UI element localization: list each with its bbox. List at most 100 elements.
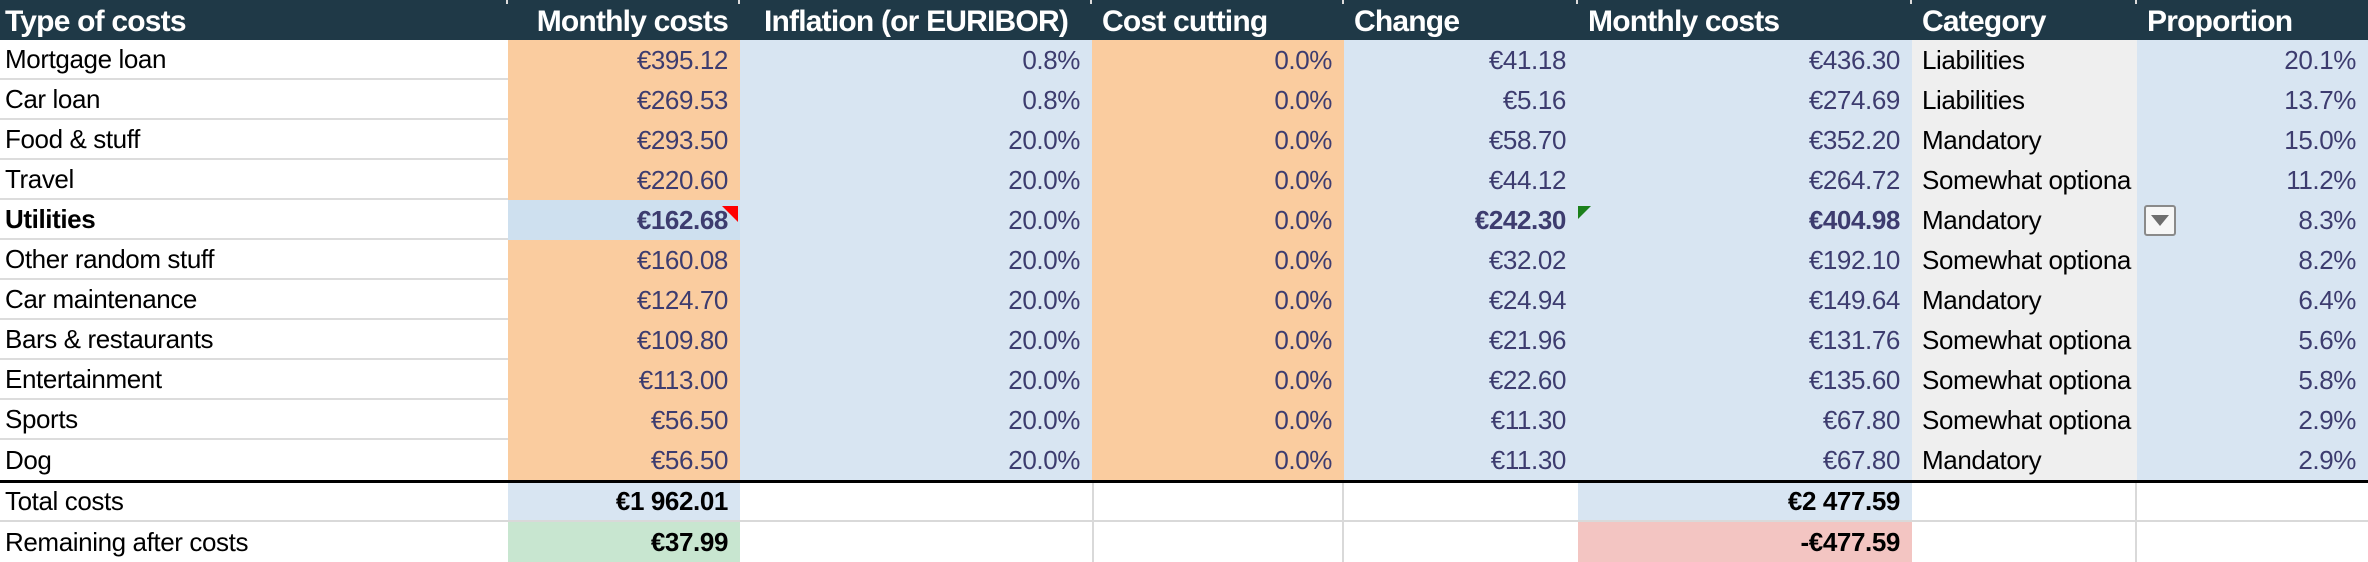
cell-remaining-category[interactable]	[1912, 522, 2137, 562]
cell-change[interactable]: €242.30	[1344, 200, 1578, 240]
cell-inflation[interactable]: 20.0%	[740, 400, 1092, 440]
cell-monthly-costs[interactable]: €162.68	[508, 200, 740, 240]
header-monthly-costs[interactable]: Monthly costs	[536, 5, 729, 38]
cell-type[interactable]: Mortgage loan	[0, 40, 508, 80]
cell-change[interactable]: €32.02	[1344, 240, 1578, 280]
cell-category[interactable]: Mandatory	[1912, 440, 2137, 480]
cell-total-cost-cutting[interactable]	[1092, 483, 1344, 522]
cell-monthly-costs[interactable]: €160.08	[508, 240, 740, 280]
cell-cost-cutting[interactable]: 0.0%	[1092, 360, 1344, 400]
cell-cost-cutting[interactable]: 0.0%	[1092, 200, 1344, 240]
cell-category[interactable]: Liabilities	[1912, 40, 2137, 80]
cell-change[interactable]: €11.30	[1344, 400, 1578, 440]
cell-remaining-change[interactable]	[1344, 522, 1578, 562]
cell-monthly-costs-after[interactable]: €192.10	[1578, 240, 1912, 280]
cell-inflation[interactable]: 0.8%	[740, 40, 1092, 80]
cell-monthly-costs-after[interactable]: €131.76	[1578, 320, 1912, 360]
cell-change[interactable]: €24.94	[1344, 280, 1578, 320]
cell-remaining-label[interactable]: Remaining after costs	[5, 526, 249, 557]
category-dropdown-button[interactable]	[2144, 205, 2176, 236]
cell-cost-cutting[interactable]: 0.0%	[1092, 120, 1344, 160]
cell-inflation[interactable]: 20.0%	[740, 120, 1092, 160]
cell-inflation[interactable]: 20.0%	[740, 200, 1092, 240]
cell-category[interactable]: Somewhat optiona	[1912, 320, 2137, 360]
cell-proportion[interactable]: 11.2%	[2137, 160, 2368, 200]
cell-change[interactable]: €22.60	[1344, 360, 1578, 400]
cell-change[interactable]: €41.18	[1344, 40, 1578, 80]
cell-monthly-costs-after[interactable]: €149.64	[1578, 280, 1912, 320]
cell-proportion[interactable]: 5.8%	[2137, 360, 2368, 400]
cell-proportion[interactable]: 15.0%	[2137, 120, 2368, 160]
cell-monthly-costs-after[interactable]: €135.60	[1578, 360, 1912, 400]
cell-total-inflation[interactable]	[740, 483, 1092, 522]
cell-remaining-cost-cutting[interactable]	[1092, 522, 1344, 562]
cell-monthly-costs[interactable]: €56.50	[508, 440, 740, 480]
cell-remaining-monthly-costs-2[interactable]: -€477.59	[1578, 522, 1912, 562]
cell-monthly-costs-after[interactable]: €436.30	[1578, 40, 1912, 80]
header-inflation[interactable]: Inflation (or EURIBOR)	[763, 5, 1069, 38]
cell-monthly-costs-after[interactable]: €67.80	[1578, 400, 1912, 440]
cell-proportion[interactable]: 8.2%	[2137, 240, 2368, 280]
cell-inflation[interactable]: 20.0%	[740, 440, 1092, 480]
cell-cost-cutting[interactable]: 0.0%	[1092, 440, 1344, 480]
cell-monthly-costs[interactable]: €113.00	[508, 360, 740, 400]
cell-cost-cutting[interactable]: 0.0%	[1092, 240, 1344, 280]
cell-monthly-costs[interactable]: €109.80	[508, 320, 740, 360]
cell-category[interactable]: Somewhat optiona	[1912, 400, 2137, 440]
header-cost-cutting[interactable]: Cost cutting	[1102, 5, 1268, 38]
cell-cost-cutting[interactable]: 0.0%	[1092, 280, 1344, 320]
cell-proportion[interactable]: 20.1%	[2137, 40, 2368, 80]
cell-inflation[interactable]: 20.0%	[740, 360, 1092, 400]
cell-type[interactable]: Car loan	[0, 80, 508, 120]
cell-type[interactable]: Sports	[0, 400, 508, 440]
cell-monthly-costs-after[interactable]: €274.69	[1578, 80, 1912, 120]
cell-category[interactable]: Mandatory	[1912, 120, 2137, 160]
header-category[interactable]: Category	[1922, 5, 2046, 38]
cell-change[interactable]: €11.30	[1344, 440, 1578, 480]
cell-monthly-costs[interactable]: €269.53	[508, 80, 740, 120]
cell-inflation[interactable]: 0.8%	[740, 80, 1092, 120]
cell-monthly-costs[interactable]: €293.50	[508, 120, 740, 160]
header-type-of-costs[interactable]: Type of costs	[5, 5, 187, 38]
cell-type[interactable]: Bars & restaurants	[0, 320, 508, 360]
cell-monthly-costs-after[interactable]: €404.98	[1578, 200, 1912, 240]
cell-monthly-costs-after[interactable]: €67.80	[1578, 440, 1912, 480]
cell-cost-cutting[interactable]: 0.0%	[1092, 400, 1344, 440]
cell-total-category[interactable]	[1912, 483, 2137, 522]
cell-change[interactable]: €58.70	[1344, 120, 1578, 160]
cell-proportion[interactable]: 2.9%	[2137, 440, 2368, 480]
header-proportion[interactable]: Proportion	[2147, 5, 2293, 38]
cell-monthly-costs[interactable]: €124.70	[508, 280, 740, 320]
cell-proportion[interactable]: 5.6%	[2137, 320, 2368, 360]
cell-inflation[interactable]: 20.0%	[740, 280, 1092, 320]
cell-cost-cutting[interactable]: 0.0%	[1092, 320, 1344, 360]
cell-cost-cutting[interactable]: 0.0%	[1092, 40, 1344, 80]
cell-total-monthly-costs-2[interactable]: €2 477.59	[1578, 483, 1912, 522]
cell-type[interactable]: Travel	[0, 160, 508, 200]
cell-change[interactable]: €5.16	[1344, 80, 1578, 120]
cell-type[interactable]: Utilities	[0, 200, 508, 240]
cell-category[interactable]: Mandatory	[1912, 200, 2176, 240]
cell-proportion[interactable]: 2.9%	[2137, 400, 2368, 440]
cell-total-change[interactable]	[1344, 483, 1578, 522]
cell-remaining-proportion[interactable]	[2137, 522, 2368, 562]
header-change[interactable]: Change	[1354, 5, 1460, 38]
cell-type[interactable]: Car maintenance	[0, 280, 508, 320]
cell-monthly-costs[interactable]: €56.50	[508, 400, 740, 440]
cell-change[interactable]: €44.12	[1344, 160, 1578, 200]
cell-remaining-inflation[interactable]	[740, 522, 1092, 562]
cell-proportion[interactable]: 13.7%	[2137, 80, 2368, 120]
cell-change[interactable]: €21.96	[1344, 320, 1578, 360]
cell-monthly-costs-after[interactable]: €352.20	[1578, 120, 1912, 160]
cell-inflation[interactable]: 20.0%	[740, 240, 1092, 280]
cell-category[interactable]: Somewhat optiona	[1912, 240, 2137, 280]
cell-type[interactable]: Entertainment	[0, 360, 508, 400]
cell-category[interactable]: Somewhat optiona	[1912, 160, 2137, 200]
cell-inflation[interactable]: 20.0%	[740, 320, 1092, 360]
header-monthly-costs-2[interactable]: Monthly costs	[1588, 5, 1780, 38]
cell-total-monthly-costs[interactable]: €1 962.01	[508, 483, 740, 522]
cell-inflation[interactable]: 20.0%	[740, 160, 1092, 200]
cell-monthly-costs[interactable]: €395.12	[508, 40, 740, 80]
cell-cost-cutting[interactable]: 0.0%	[1092, 80, 1344, 120]
cell-category[interactable]: Mandatory	[1912, 280, 2137, 320]
